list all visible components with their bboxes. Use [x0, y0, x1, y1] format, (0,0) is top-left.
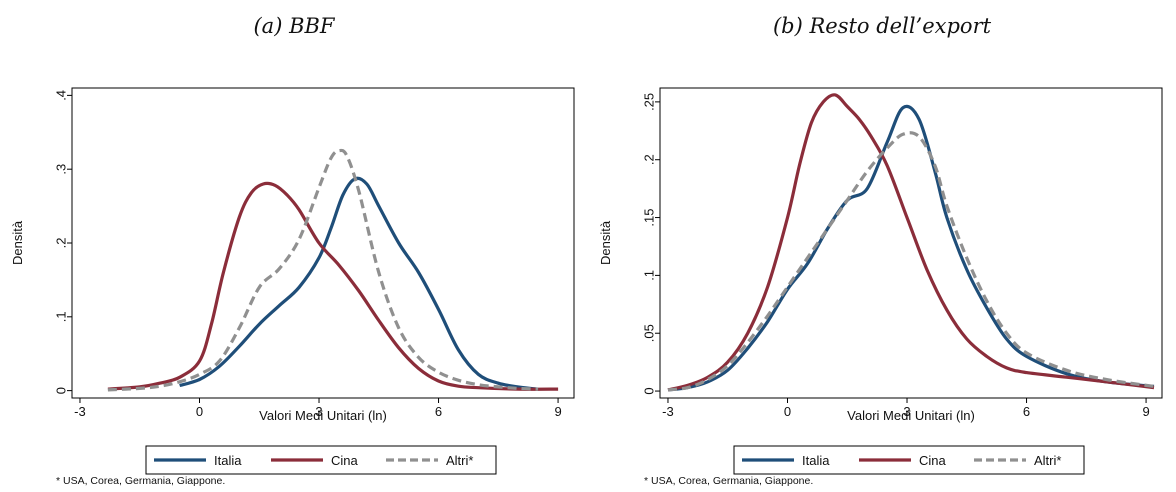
y-tick-label: .3 [53, 164, 68, 175]
density-chart-resto: -3 0 3 6 9 0 .05 .1 .15 .2 .25 Valori Medi Unitari … [598, 87, 1163, 475]
x-tick-label: 9 [554, 404, 561, 419]
y-tick-label: .4 [53, 90, 68, 101]
chart-title: (b) Resto dell’export [772, 14, 992, 38]
y-tick-label: .05 [641, 324, 656, 342]
x-tick-label: -3 [74, 404, 86, 419]
series-line-altri [667, 131, 1155, 392]
legend-label-cina: Cina [919, 453, 947, 468]
footnote: * USA, Corea, Germania, Giappone. [56, 475, 226, 487]
x-tick-label: 9 [1142, 404, 1149, 419]
x-tick-label: 6 [1023, 404, 1030, 419]
series-line-italia [667, 104, 1155, 392]
legend-label-altri: Altri* [1034, 453, 1061, 468]
y-tick-label: 0 [641, 387, 656, 394]
series-line-cina [107, 181, 559, 391]
x-axis-label: Valori Medi Unitari (ln) [259, 408, 387, 423]
plot-area [71, 87, 575, 399]
x-tick-label: 3 [903, 404, 910, 419]
x-tick-label: -3 [662, 404, 674, 419]
chart-panel-a: (a) BBF -3 0 3 6 9 0 .1 .2 .3 .4 Valori Medi Unita… [10, 14, 575, 487]
y-tick-label: .2 [641, 154, 656, 165]
x-axis-label: Valori Medi Unitari (ln) [847, 408, 975, 423]
x-tick-label: 0 [196, 404, 203, 419]
series-group [107, 148, 559, 392]
y-tick-label: .1 [53, 311, 68, 322]
chart-panel-b: (b) Resto dell’export -3 0 3 6 9 0 .05 .1 .15 .2.… [588, 0, 1176, 492]
y-tick-label: 0 [53, 387, 68, 394]
y-tick-label: .15 [641, 209, 656, 227]
series-line-cina [667, 93, 1155, 392]
series-line-altri [107, 148, 539, 392]
y-tick-label: .2 [53, 238, 68, 249]
legend-label-cina: Cina [331, 453, 359, 468]
density-chart-bbf: -3 0 3 6 9 0 .1 .2 .3 .4 Valori Medi Unitari (ln) D… [10, 87, 575, 475]
legend-label-italia: Italia [802, 453, 830, 468]
legend-label-italia: Italia [214, 453, 242, 468]
y-tick-label: .25 [641, 93, 656, 111]
footnote: * USA, Corea, Germania, Giappone. [644, 475, 814, 487]
y-axis-label: Densità [10, 220, 25, 265]
x-tick-label: 0 [784, 404, 791, 419]
x-tick-label: 3 [315, 404, 322, 419]
x-tick-label: 6 [435, 404, 442, 419]
y-axis-label: Densità [598, 220, 613, 265]
series-group [667, 93, 1155, 392]
chart-title: (a) BBF [253, 14, 335, 38]
y-tick-label: .1 [641, 270, 656, 281]
legend-label-altri: Altri* [446, 453, 473, 468]
